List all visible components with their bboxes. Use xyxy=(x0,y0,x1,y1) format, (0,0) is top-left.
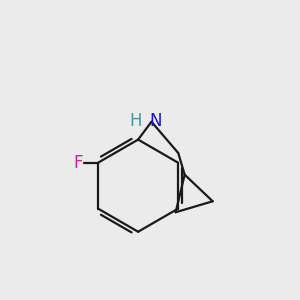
Text: N: N xyxy=(150,112,162,130)
Text: H: H xyxy=(130,112,142,130)
Text: F: F xyxy=(74,154,83,172)
